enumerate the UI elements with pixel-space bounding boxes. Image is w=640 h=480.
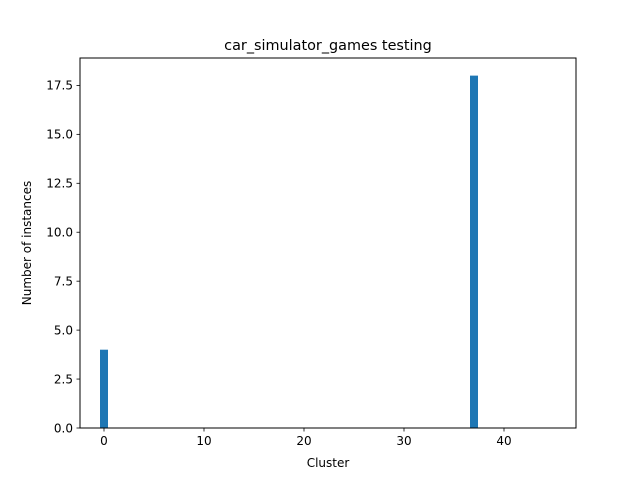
bars-group — [100, 75, 478, 428]
y-tick-label: 7.5 — [54, 274, 73, 288]
x-tick-label: 30 — [396, 434, 411, 448]
y-axis-ticks: 0.0 2.5 5.0 7.5 10.0 12.5 15.0 17.5 — [46, 79, 80, 435]
x-tick-label: 0 — [100, 434, 108, 448]
x-tick-label: 40 — [496, 434, 511, 448]
x-tick-label: 20 — [296, 434, 311, 448]
bar-cluster-37 — [470, 75, 478, 428]
plot-frame — [79, 57, 577, 429]
y-tick-label: 12.5 — [46, 177, 73, 191]
y-tick-label: 2.5 — [54, 372, 73, 386]
y-tick-label: 15.0 — [46, 128, 73, 142]
y-tick-label: 10.0 — [46, 226, 73, 240]
y-tick-label: 17.5 — [46, 79, 73, 93]
y-tick-label: 5.0 — [54, 323, 73, 337]
y-axis-label: Number of instances — [20, 181, 34, 306]
y-tick-label: 0.0 — [54, 421, 73, 435]
x-axis-label: Cluster — [307, 456, 350, 470]
x-axis-ticks: 0 10 20 30 40 — [100, 428, 512, 448]
chart-title: car_simulator_games testing — [224, 38, 432, 54]
bar-cluster-0 — [100, 349, 108, 428]
x-tick-label: 10 — [196, 434, 211, 448]
